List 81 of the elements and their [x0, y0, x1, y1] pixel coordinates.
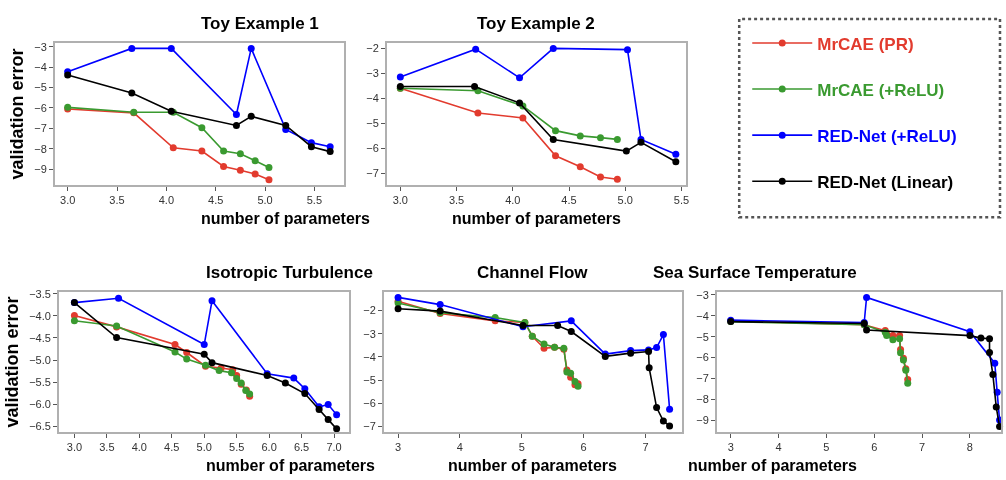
- y-tick-label: −6: [696, 351, 709, 364]
- y-tick-label: −6.5: [29, 420, 51, 433]
- x-tick-label: 6: [871, 441, 878, 454]
- y-axis-title: validation error: [1, 296, 22, 428]
- y-tick-label: −5: [34, 81, 47, 94]
- x-tick-label: 3.0: [392, 194, 408, 207]
- y-tick-label: −3: [696, 288, 709, 301]
- y-tick-label: −3.5: [29, 287, 51, 300]
- y-tick-label: −4.0: [29, 309, 51, 322]
- y-tick-label: −5.0: [29, 353, 51, 366]
- x-tick-label: 6: [580, 441, 587, 454]
- x-tick-label: 5: [823, 441, 830, 454]
- y-tick-label: −4.5: [29, 331, 51, 344]
- x-tick-label: 6.0: [261, 441, 277, 454]
- legend-label: RED-Net (Linear): [817, 172, 954, 192]
- x-tick-label: 5.0: [196, 441, 212, 454]
- y-tick-label: −7: [363, 420, 376, 433]
- y-tick-label: −6.0: [29, 398, 51, 410]
- x-tick-label: 4.0: [505, 194, 521, 207]
- y-tick-label: −2: [366, 42, 379, 55]
- x-tick-label: 7.0: [326, 441, 342, 454]
- chart-title: Toy Example 1: [201, 14, 319, 33]
- legend-label: MrCAE (PR): [817, 34, 914, 54]
- y-tick-label: −7: [366, 166, 379, 179]
- x-tick-label: 5: [518, 441, 525, 454]
- y-tick-label: −4: [34, 61, 47, 73]
- y-tick-label: −9: [696, 413, 709, 426]
- x-tick-label: 3: [395, 441, 402, 454]
- legend-label: MrCAE (+ReLU): [817, 80, 945, 100]
- y-axis-title: validation error: [7, 48, 28, 180]
- x-tick-label: 5.0: [617, 194, 633, 207]
- y-tick-label: −5: [696, 330, 709, 343]
- x-tick-label: 4: [456, 441, 463, 454]
- x-tick-label: 3.0: [60, 194, 76, 207]
- x-tick-label: 4.5: [164, 441, 180, 454]
- y-tick-label: −3: [34, 40, 47, 53]
- y-tick-label: −6: [366, 141, 379, 154]
- x-axis-title: number of parameters: [452, 210, 622, 227]
- x-tick-label: 4.0: [131, 441, 147, 454]
- y-tick-label: −5: [366, 117, 379, 130]
- y-tick-label: −4: [363, 350, 376, 363]
- y-tick-label: −9: [34, 163, 47, 176]
- x-tick-label: 3.5: [448, 194, 465, 207]
- x-tick-label: 3.5: [109, 194, 125, 207]
- y-tick-label: −6: [363, 397, 376, 410]
- x-tick-label: 5.5: [229, 441, 245, 454]
- y-tick-label: −2: [363, 304, 376, 317]
- x-axis-title: number of parameters: [688, 457, 858, 474]
- legend-label: RED-Net (+ReLU): [817, 126, 957, 146]
- y-tick-label: −8: [696, 393, 709, 406]
- y-tick-label: −7: [34, 122, 47, 135]
- x-tick-label: 4.0: [158, 194, 174, 207]
- chart-title: Channel Flow: [477, 263, 589, 282]
- x-tick-label: 4.5: [561, 194, 577, 207]
- x-tick-label: 8: [966, 441, 973, 454]
- y-tick-label: −3: [366, 67, 379, 80]
- chart-title: Toy Example 2: [477, 14, 595, 33]
- x-tick-label: 3.5: [99, 441, 115, 454]
- y-tick-label: −7: [696, 372, 709, 385]
- x-axis-title: number of parameters: [448, 457, 618, 474]
- x-tick-label: 6.5: [293, 441, 310, 454]
- y-tick-label: −4: [366, 92, 379, 105]
- x-tick-label: 3: [727, 441, 734, 454]
- y-tick-label: −5.5: [29, 375, 51, 388]
- y-tick-label: −4: [696, 309, 709, 322]
- x-tick-label: 4.5: [208, 194, 224, 207]
- x-tick-label: 7: [919, 441, 926, 454]
- y-tick-label: −5: [363, 373, 376, 386]
- x-tick-label: 7: [642, 441, 649, 454]
- x-tick-label: 5.5: [306, 194, 323, 207]
- y-tick-label: −3: [363, 327, 376, 340]
- x-axis-title: number of parameters: [201, 210, 371, 227]
- x-tick-label: 5.0: [257, 194, 273, 207]
- x-tick-label: 4: [775, 441, 782, 454]
- x-tick-label: 5.5: [673, 194, 690, 207]
- x-tick-label: 3.0: [66, 441, 83, 454]
- chart-title: Sea Surface Temperature: [653, 263, 857, 282]
- y-tick-label: −8: [34, 142, 47, 155]
- y-tick-label: −6: [34, 101, 47, 114]
- x-axis-title: number of parameters: [206, 457, 376, 474]
- chart-title: Isotropic Turbulence: [206, 263, 373, 282]
